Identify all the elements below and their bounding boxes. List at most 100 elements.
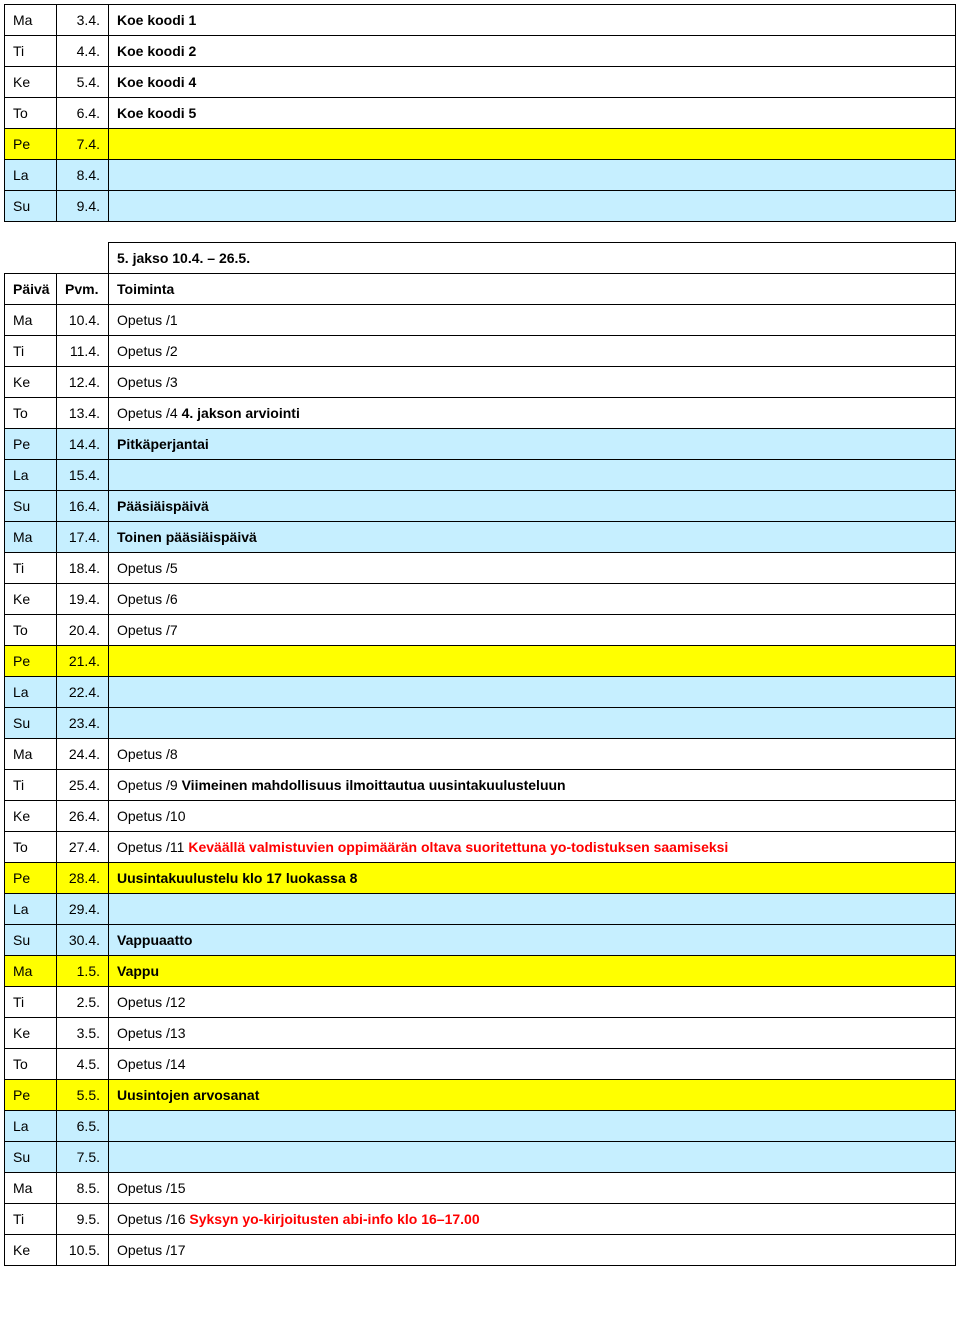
day-cell: Ti — [5, 553, 57, 584]
day-cell: Ke — [5, 1235, 57, 1266]
desc-cell: Opetus /8 — [109, 739, 956, 770]
desc-cell: Opetus /4 4. jakson arviointi — [109, 398, 956, 429]
date-cell: 4.5. — [57, 1049, 109, 1080]
date-cell: 3.4. — [57, 5, 109, 36]
day-cell: Ke — [5, 584, 57, 615]
table-row: Su16.4.Pääsiäispäivä — [5, 491, 956, 522]
date-cell: 29.4. — [57, 894, 109, 925]
table-row: Pe28.4.Uusintakuulustelu klo 17 luokassa… — [5, 863, 956, 894]
table-row: Ma1.5.Vappu — [5, 956, 956, 987]
day-cell: La — [5, 1111, 57, 1142]
day-cell: Ma — [5, 522, 57, 553]
day-cell: Ma — [5, 956, 57, 987]
desc-cell: Vappuaatto — [109, 925, 956, 956]
date-cell: 5.5. — [57, 1080, 109, 1111]
desc-cell: Toinen pääsiäispäivä — [109, 522, 956, 553]
desc-cell — [109, 160, 956, 191]
date-cell: 9.5. — [57, 1204, 109, 1235]
day-cell: Ti — [5, 1204, 57, 1235]
date-cell: 19.4. — [57, 584, 109, 615]
day-cell: Ma — [5, 739, 57, 770]
table-row: To20.4.Opetus /7 — [5, 615, 956, 646]
date-cell: 6.4. — [57, 98, 109, 129]
table-row: Ti9.5.Opetus /16 Syksyn yo-kirjoitusten … — [5, 1204, 956, 1235]
date-cell: 11.4. — [57, 336, 109, 367]
table-row: Ke3.5.Opetus /13 — [5, 1018, 956, 1049]
table-row: Ti4.4.Koe koodi 2 — [5, 36, 956, 67]
table-row: La29.4. — [5, 894, 956, 925]
day-cell: To — [5, 615, 57, 646]
day-cell: Ti — [5, 770, 57, 801]
date-cell: 9.4. — [57, 191, 109, 222]
date-cell: 2.5. — [57, 987, 109, 1018]
date-cell: 18.4. — [57, 553, 109, 584]
table-row: Ma8.5.Opetus /15 — [5, 1173, 956, 1204]
date-cell: 22.4. — [57, 677, 109, 708]
desc-cell: Uusintojen arvosanat — [109, 1080, 956, 1111]
period-header-row: 5. jakso 10.4. – 26.5. — [5, 243, 956, 274]
desc-cell: Opetus /1 — [109, 305, 956, 336]
day-cell: Su — [5, 925, 57, 956]
date-cell: 1.5. — [57, 956, 109, 987]
date-cell: 4.4. — [57, 36, 109, 67]
date-cell: 25.4. — [57, 770, 109, 801]
table-row: Pe14.4.Pitkäperjantai — [5, 429, 956, 460]
day-cell: Ti — [5, 36, 57, 67]
day-cell: Ke — [5, 801, 57, 832]
date-cell: 23.4. — [57, 708, 109, 739]
day-cell: Ti — [5, 987, 57, 1018]
date-cell: 24.4. — [57, 739, 109, 770]
column-header-row: PäiväPvm.Toiminta — [5, 274, 956, 305]
header-desc: Toiminta — [109, 274, 956, 305]
date-cell: 12.4. — [57, 367, 109, 398]
table-row: La6.5. — [5, 1111, 956, 1142]
desc-cell: Koe koodi 5 — [109, 98, 956, 129]
date-cell: 7.5. — [57, 1142, 109, 1173]
date-cell: 8.5. — [57, 1173, 109, 1204]
date-cell: 28.4. — [57, 863, 109, 894]
table-row: Pe7.4. — [5, 129, 956, 160]
day-cell: Ke — [5, 1018, 57, 1049]
date-cell: 27.4. — [57, 832, 109, 863]
desc-cell: Opetus /16 Syksyn yo-kirjoitusten abi-in… — [109, 1204, 956, 1235]
day-cell: La — [5, 460, 57, 491]
table-row: Ti11.4.Opetus /2 — [5, 336, 956, 367]
day-cell: To — [5, 98, 57, 129]
day-cell: Su — [5, 191, 57, 222]
desc-cell: Opetus /5 — [109, 553, 956, 584]
date-cell: 20.4. — [57, 615, 109, 646]
desc-cell: Opetus /13 — [109, 1018, 956, 1049]
table-row: To13.4.Opetus /4 4. jakson arviointi — [5, 398, 956, 429]
date-cell: 13.4. — [57, 398, 109, 429]
day-cell: Pe — [5, 129, 57, 160]
desc-cell — [109, 677, 956, 708]
table-row: Ke12.4.Opetus /3 — [5, 367, 956, 398]
day-cell: La — [5, 160, 57, 191]
day-cell: To — [5, 398, 57, 429]
date-cell: 14.4. — [57, 429, 109, 460]
table-row: Ma24.4.Opetus /8 — [5, 739, 956, 770]
desc-cell: Opetus /12 — [109, 987, 956, 1018]
desc-cell: Opetus /11 Keväällä valmistuvien oppimää… — [109, 832, 956, 863]
desc-cell: Koe koodi 4 — [109, 67, 956, 98]
desc-cell — [109, 1111, 956, 1142]
date-cell: 17.4. — [57, 522, 109, 553]
day-cell: Su — [5, 1142, 57, 1173]
desc-cell — [109, 191, 956, 222]
desc-cell: Uusintakuulustelu klo 17 luokassa 8 — [109, 863, 956, 894]
desc-cell: Pääsiäispäivä — [109, 491, 956, 522]
day-cell: Pe — [5, 1080, 57, 1111]
date-cell: 8.4. — [57, 160, 109, 191]
desc-cell — [109, 708, 956, 739]
header-date: Pvm. — [57, 274, 109, 305]
desc-cell: Opetus /9 Viimeinen mahdollisuus ilmoitt… — [109, 770, 956, 801]
desc-cell: Koe koodi 2 — [109, 36, 956, 67]
table-row: Pe5.5.Uusintojen arvosanat — [5, 1080, 956, 1111]
table-row: To6.4.Koe koodi 5 — [5, 98, 956, 129]
date-cell: 30.4. — [57, 925, 109, 956]
table-row: Su9.4. — [5, 191, 956, 222]
desc-cell: Opetus /17 — [109, 1235, 956, 1266]
date-cell: 26.4. — [57, 801, 109, 832]
header-day: Päivä — [5, 274, 57, 305]
date-cell: 21.4. — [57, 646, 109, 677]
